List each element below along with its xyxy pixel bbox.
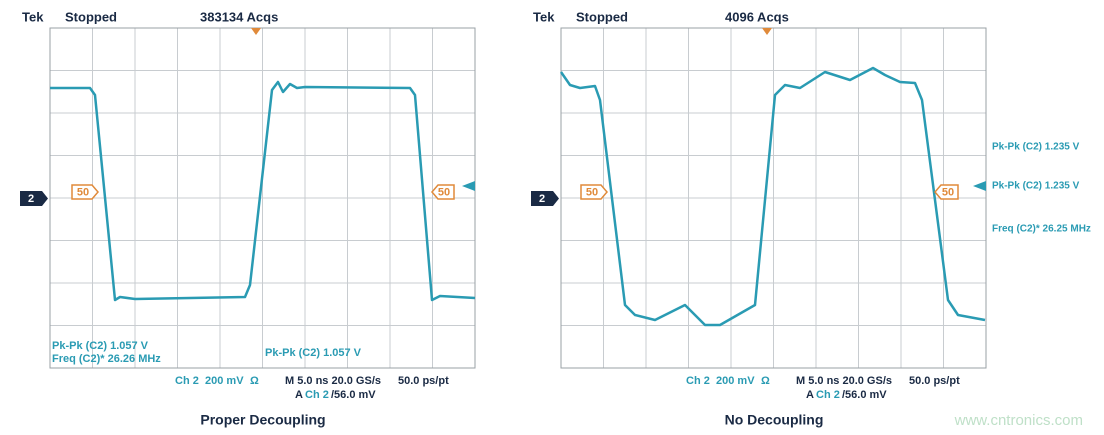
- grids: [49, 27, 987, 369]
- footer-timebase: M 5.0 ns 20.0 GS/s: [796, 375, 892, 387]
- measurement: Pk-Pk (C2) 1.235 V: [992, 181, 1080, 192]
- level-marker-label: 50: [77, 186, 89, 198]
- measurement: Pk-Pk (C2) 1.057 V: [52, 340, 149, 352]
- footer-trigger-prefix: A: [806, 389, 814, 401]
- footer-timebase: M 5.0 ns 20.0 GS/s: [285, 375, 381, 387]
- channel-badge: [20, 191, 42, 206]
- caption: No Decoupling: [725, 412, 824, 428]
- caption: Proper Decoupling: [200, 412, 325, 428]
- level-marker: [431, 184, 455, 200]
- footer-scale: 200 mV: [716, 375, 755, 387]
- trigger-marker: [762, 28, 772, 35]
- footer-scale: 200 mV: [205, 375, 244, 387]
- channel-arrow: [42, 191, 48, 206]
- measurement: Freq (C2)* 26.25 MHz: [992, 224, 1091, 235]
- waveform: [50, 80, 476, 302]
- channel-badge: [531, 191, 553, 206]
- footer-coupling: Ω: [250, 375, 259, 387]
- acquisitions: 383134 Acqs: [200, 9, 278, 24]
- level-marker-label: 50: [438, 186, 450, 198]
- level-marker-label: 50: [942, 186, 954, 198]
- edge-arrow: [462, 181, 475, 191]
- measurement: Pk-Pk (C2) 1.057 V: [265, 347, 362, 359]
- footer-channel: Ch 2: [686, 375, 710, 387]
- footer-trigger-level: /56.0 mV: [842, 389, 887, 401]
- plot-frame: [560, 27, 987, 369]
- footer-trigger-channel: Ch 2: [305, 389, 329, 401]
- channel-arrow: [553, 191, 559, 206]
- level-marker: [71, 184, 99, 200]
- footer-trigger-prefix: A: [295, 389, 303, 401]
- acquisitions: 4096 Acqs: [725, 9, 789, 24]
- plot-frame: [49, 27, 476, 369]
- level-marker: [580, 184, 608, 200]
- footer-trigger-channel: Ch 2: [816, 389, 840, 401]
- status: Stopped: [576, 9, 628, 24]
- watermark: www.cntronics.com: [954, 412, 1083, 429]
- footer-channel: Ch 2: [175, 375, 199, 387]
- measurement: Freq (C2)* 26.26 MHz: [52, 353, 161, 365]
- brand: Tek: [22, 9, 44, 24]
- channel-marker: 2: [539, 193, 545, 205]
- status: Stopped: [65, 9, 117, 24]
- footer-resolution: 50.0 ps/pt: [398, 375, 449, 387]
- footer-trigger-level: /56.0 mV: [331, 389, 376, 401]
- waveform: [559, 66, 986, 327]
- trigger-marker: [251, 28, 261, 35]
- footer-resolution: 50.0 ps/pt: [909, 375, 960, 387]
- level-marker: [934, 184, 959, 200]
- footer-coupling: Ω: [761, 375, 770, 387]
- level-marker-label: 50: [586, 186, 598, 198]
- channel-marker: 2: [28, 193, 34, 205]
- edge-arrow: [973, 181, 986, 191]
- brand: Tek: [533, 9, 555, 24]
- measurement: Pk-Pk (C2) 1.235 V: [992, 142, 1080, 153]
